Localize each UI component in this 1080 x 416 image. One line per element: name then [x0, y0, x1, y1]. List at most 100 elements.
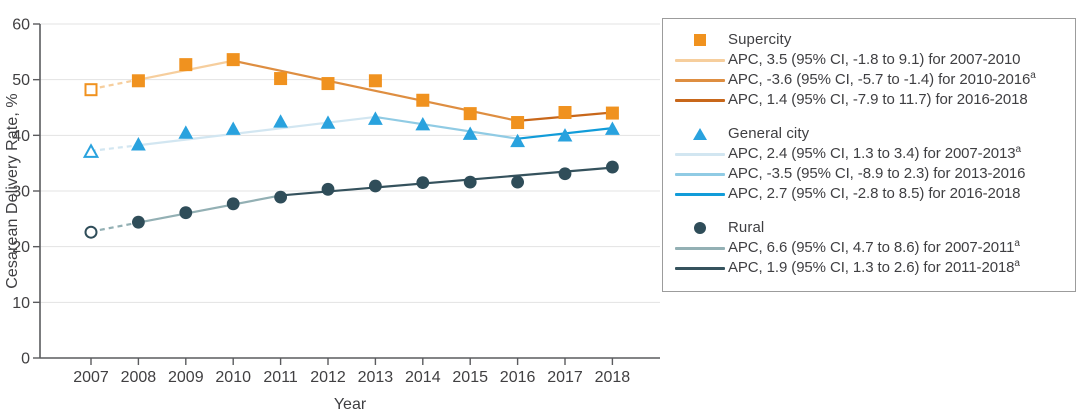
- marker-supercity-2017: [558, 106, 572, 120]
- legend-group-supercity: Supercity APC, 3.5 (95% CI, -1.8 to 9.1) …: [671, 30, 1067, 110]
- marker-supercity-2010: [226, 53, 240, 67]
- legend-series-label: Rural: [728, 219, 765, 236]
- x-tick-label: 2009: [168, 369, 204, 386]
- footnote-marker: a: [1015, 144, 1022, 155]
- legend-apc-entry-supercity-1: APC, 3.5 (95% CI, -1.8 to 9.1) for 2007-…: [671, 50, 1067, 70]
- marker-rural-2017: [558, 167, 572, 181]
- legend-apc-entry-rural-2: APC, 1.9 (95% CI, 1.3 to 2.6) for 2011-2…: [671, 258, 1067, 278]
- trend-line-swatch-icon: [674, 192, 725, 196]
- legend-apc-entry-general-city-3: APC, 2.7 (95% CI, -2.8 to 8.5) for 2016-…: [671, 184, 1067, 204]
- y-tick-label: 60: [12, 17, 30, 34]
- marker-general-city-2017: [557, 128, 573, 142]
- marker-general-city-2018: [605, 121, 620, 135]
- legend-apc-entry-supercity-2: APC, -3.6 (95% CI, -5.7 to -1.4) for 201…: [671, 70, 1067, 90]
- marker-general-city-2013: [368, 111, 383, 125]
- supercity-square-marker-icon: [671, 33, 728, 47]
- legend-apc-label: APC, -3.5 (95% CI, -8.9 to 2.3) for 2013…: [728, 165, 1026, 182]
- rural-circle-marker-icon: [671, 221, 728, 235]
- trend-general-city-seg-1: [138, 115, 376, 147]
- marker-supercity-2011: [274, 72, 288, 86]
- marker-rural-2010: [226, 197, 240, 211]
- footnote-marker: a: [1030, 70, 1036, 81]
- trend-line-swatch-icon: [674, 172, 725, 176]
- legend-apc-label: APC, 2.7 (95% CI, -2.8 to 8.5) for 2016-…: [728, 185, 1021, 202]
- legend-apc-entry-general-city-2: APC, -3.5 (95% CI, -8.9 to 2.3) for 2013…: [671, 164, 1067, 184]
- legend-line-swatch: [671, 246, 728, 250]
- x-tick-label: 2010: [215, 369, 251, 386]
- trend-general-city-seg-2: [375, 115, 518, 140]
- legend-line-swatch: [671, 266, 728, 270]
- marker-rural-2011: [274, 190, 287, 204]
- marker-general-city-2007: [82, 143, 100, 158]
- footnote-marker: a: [1014, 238, 1020, 249]
- trend-rural-seg-1: [138, 194, 281, 224]
- marker-supercity-2016: [511, 116, 525, 130]
- marker-supercity-2007: [84, 83, 98, 97]
- general-city-triangle-marker-icon: [671, 127, 728, 141]
- legend-group-general-city: General city APC, 2.4 (95% CI, 1.3 to 3.4…: [671, 124, 1067, 204]
- y-tick-label: 0: [21, 351, 30, 368]
- marker-general-city-2011: [273, 114, 288, 128]
- trend-general-city-dashed: [90, 144, 139, 153]
- legend-line-swatch: [671, 58, 728, 62]
- trend-rural-dashed: [90, 221, 139, 233]
- x-tick-label: 2015: [452, 369, 488, 386]
- marker-general-city-2016: [510, 133, 525, 148]
- trend-line-swatch-icon: [674, 246, 725, 250]
- legend-line-swatch: [671, 192, 728, 196]
- x-tick-label: 2007: [73, 369, 109, 386]
- marker-supercity-2018: [605, 106, 619, 120]
- legend-series-general-city: General city: [671, 124, 1067, 144]
- marker-general-city-2009: [178, 125, 194, 139]
- trend-line-swatch-icon: [674, 266, 725, 270]
- legend-apc-entry-rural-1: APC, 6.6 (95% CI, 4.7 to 8.6) for 2007-2…: [671, 238, 1067, 258]
- marker-rural-2009: [179, 206, 193, 220]
- y-tick-label: 30: [12, 184, 30, 201]
- legend-apc-label: APC, 6.6 (95% CI, 4.7 to 8.6) for 2007-2…: [728, 238, 1020, 257]
- x-tick-label: 2012: [310, 369, 346, 386]
- legend-apc-entry-supercity-3: APC, 1.4 (95% CI, -7.9 to 11.7) for 2016…: [671, 90, 1067, 110]
- legend-series-rural: Rural: [671, 218, 1067, 238]
- marker-rural-2018: [606, 160, 619, 174]
- x-tick-label: 2016: [500, 369, 536, 386]
- trend-line-swatch-icon: [674, 58, 725, 62]
- marker-supercity-2013: [368, 74, 382, 88]
- y-tick-label: 10: [12, 295, 30, 312]
- legend-line-swatch: [671, 152, 728, 156]
- marker-supercity-2015: [463, 107, 477, 121]
- marker-supercity-2009: [179, 58, 193, 72]
- x-tick-label: 2018: [595, 369, 631, 386]
- legend-apc-label: APC, 1.4 (95% CI, -7.9 to 11.7) for 2016…: [728, 91, 1028, 108]
- x-tick-label: 2013: [358, 369, 394, 386]
- marker-general-city-2010: [225, 121, 241, 135]
- marker-rural-2013: [369, 179, 382, 193]
- marker-rural-2007: [84, 225, 98, 239]
- x-axis-title: Year: [333, 396, 367, 413]
- legend-apc-label: APC, 2.4 (95% CI, 1.3 to 3.4) for 2007-2…: [728, 144, 1022, 163]
- trend-line-swatch-icon: [674, 98, 725, 102]
- marker-rural-2015: [463, 175, 477, 189]
- y-tick-label: 20: [12, 239, 30, 256]
- x-tick-label: 2014: [405, 369, 441, 386]
- legend-line-swatch: [671, 172, 728, 176]
- legend-line-swatch: [671, 78, 728, 82]
- marker-rural-2008: [132, 215, 145, 229]
- legend-line-swatch: [671, 98, 728, 102]
- y-tick-label: 40: [12, 128, 30, 145]
- legend-series-label: Supercity: [728, 31, 792, 48]
- marker-general-city-2012: [320, 115, 336, 129]
- marker-general-city-2014: [415, 117, 431, 131]
- marker-supercity-2008: [131, 74, 145, 88]
- trend-rural-seg-2: [280, 166, 613, 197]
- marker-general-city-2008: [131, 137, 146, 151]
- x-tick-label: 2008: [121, 369, 157, 386]
- trend-line-swatch-icon: [674, 78, 725, 82]
- legend-apc-entry-general-city-1: APC, 2.4 (95% CI, 1.3 to 3.4) for 2007-2…: [671, 144, 1067, 164]
- marker-rural-2012: [321, 182, 335, 196]
- trend-line-swatch-icon: [674, 152, 725, 156]
- y-tick-label: 50: [12, 72, 30, 89]
- marker-supercity-2012: [321, 77, 335, 91]
- legend-series-label: General city: [728, 125, 810, 142]
